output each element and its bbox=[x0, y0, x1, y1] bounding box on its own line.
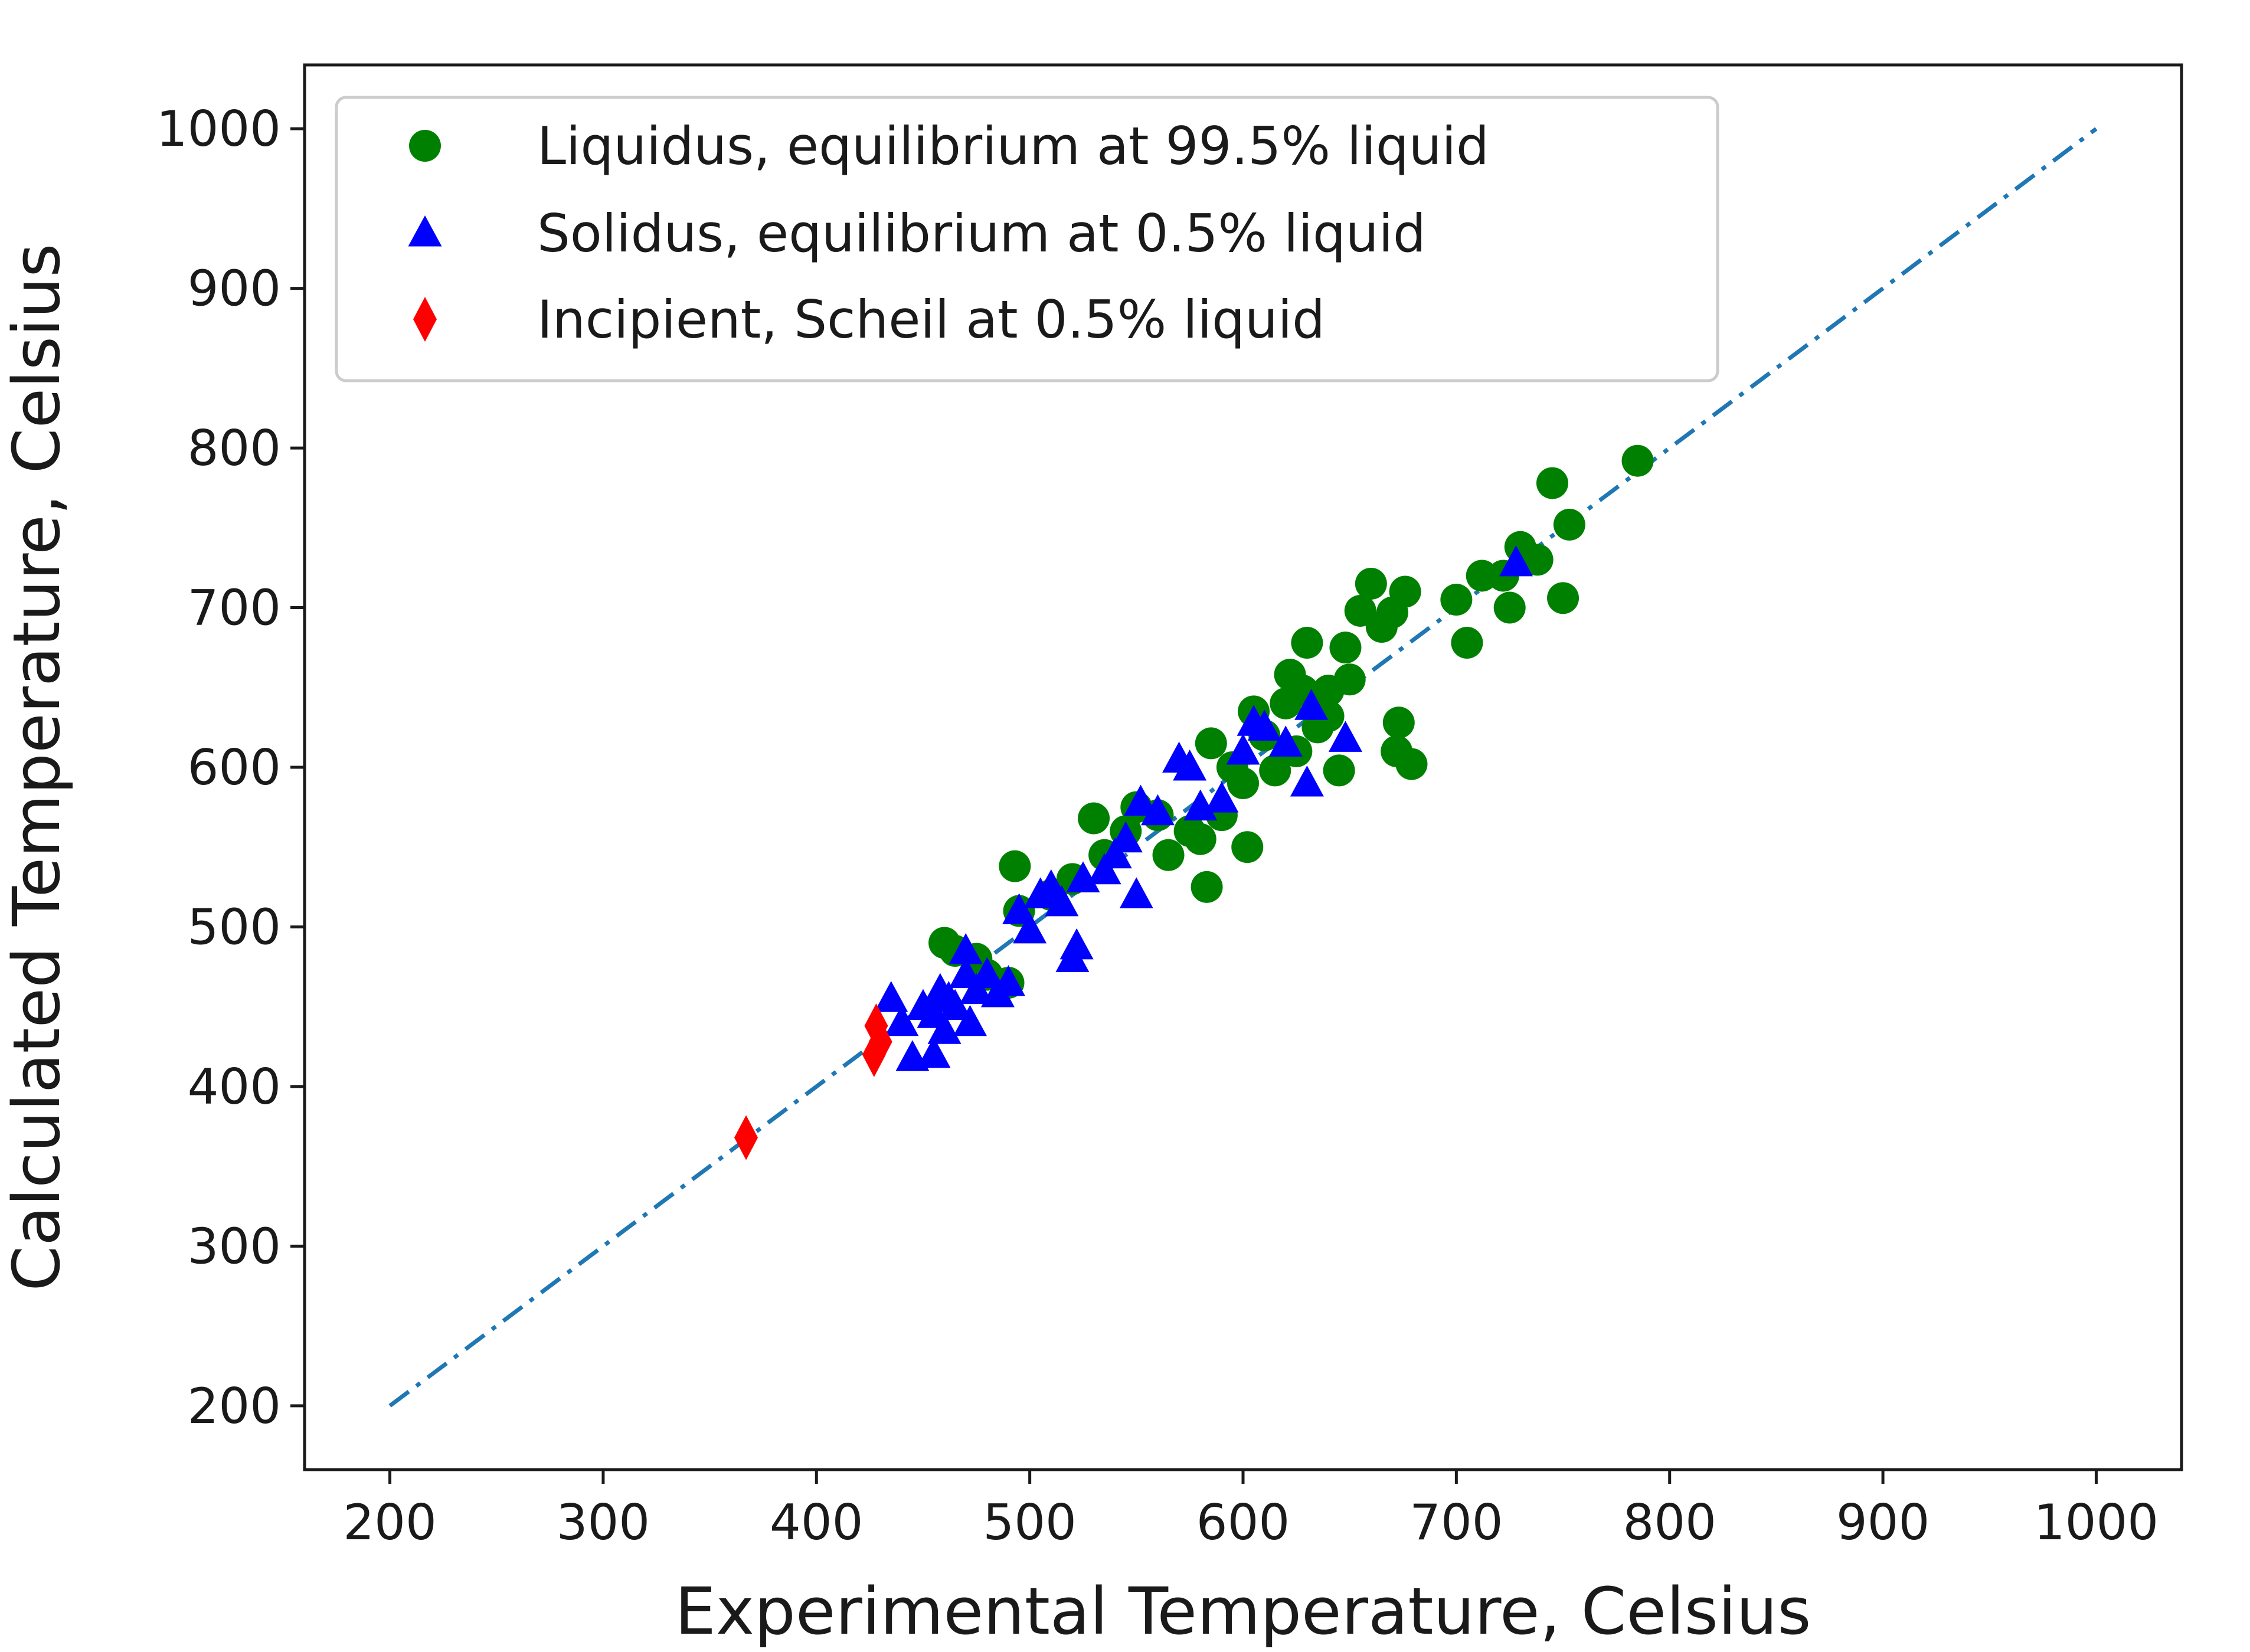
incipient-point bbox=[868, 1019, 892, 1065]
x-tick-label: 600 bbox=[1196, 1494, 1290, 1551]
legend-marker-triangle-icon bbox=[408, 215, 442, 247]
x-axis: 200 300 400 500 600 700 800 900 1000 bbox=[343, 1470, 2159, 1551]
x-tick-label: 300 bbox=[557, 1494, 650, 1551]
solidus-point bbox=[949, 957, 983, 989]
legend-marker-circle-icon bbox=[409, 130, 441, 162]
liquidus-point bbox=[1621, 444, 1654, 477]
x-tick-label: 800 bbox=[1623, 1494, 1716, 1551]
solidus-point bbox=[1205, 781, 1239, 813]
liquidus-point bbox=[1355, 567, 1387, 600]
y-tick-label: 1000 bbox=[156, 100, 281, 158]
legend-label-incipient: Incipient, Scheil at 0.5% liquid bbox=[537, 289, 1325, 350]
solidus-point bbox=[1499, 545, 1533, 577]
solidus-point bbox=[1013, 912, 1047, 944]
x-axis-title: Experimental Temperature, Celsius bbox=[675, 1574, 1811, 1649]
liquidus-point bbox=[1395, 748, 1428, 780]
liquidus-point bbox=[1312, 675, 1345, 707]
solidus-point bbox=[927, 1013, 962, 1044]
data-points bbox=[734, 444, 1654, 1160]
liquidus-point bbox=[1259, 754, 1291, 787]
solidus-point bbox=[1226, 733, 1260, 765]
liquidus-point bbox=[1382, 706, 1415, 739]
y-axis: 200 300 400 500 600 700 800 900 1000 bbox=[156, 100, 305, 1435]
solidus-point bbox=[992, 965, 1025, 996]
solidus-point bbox=[1108, 821, 1143, 853]
x-tick-label: 400 bbox=[770, 1494, 863, 1551]
y-tick-label: 900 bbox=[188, 260, 281, 318]
y-tick-label: 700 bbox=[188, 580, 281, 637]
y-axis-title: Calculated Temperature, Celsius bbox=[0, 243, 74, 1291]
solidus-point bbox=[1247, 709, 1281, 741]
liquidus-point bbox=[1184, 823, 1216, 855]
legend: Liquidus, equilibrium at 99.5% liquid So… bbox=[335, 96, 1719, 382]
y-tick-label: 400 bbox=[188, 1058, 281, 1115]
liquidus-point bbox=[1451, 627, 1483, 659]
solidus-point bbox=[1294, 689, 1329, 720]
y-tick-label: 600 bbox=[188, 739, 281, 796]
incipient-point bbox=[734, 1115, 758, 1160]
solidus-point bbox=[938, 989, 972, 1020]
liquidus-point bbox=[1389, 575, 1421, 608]
solidus-point bbox=[1087, 853, 1121, 885]
x-tick-label: 500 bbox=[983, 1494, 1076, 1551]
solidus-point bbox=[1124, 784, 1158, 816]
liquidus-point bbox=[1329, 632, 1362, 664]
liquidus-point bbox=[1078, 802, 1110, 835]
solidus-point bbox=[917, 997, 951, 1028]
liquidus-point bbox=[1195, 727, 1227, 760]
liquidus-point bbox=[999, 850, 1031, 882]
solidus-point bbox=[970, 957, 1004, 989]
solidus-point bbox=[885, 1005, 919, 1036]
solidus-point bbox=[1066, 861, 1100, 892]
solidus-point bbox=[1328, 721, 1362, 752]
solidus-point bbox=[874, 981, 908, 1012]
solidus-point bbox=[1119, 877, 1153, 908]
liquidus-point bbox=[1291, 627, 1323, 659]
liquidus-point bbox=[1521, 544, 1554, 576]
liquidus-point bbox=[1231, 831, 1264, 863]
solidus-point bbox=[1183, 789, 1218, 821]
y-tick-label: 500 bbox=[188, 898, 281, 956]
solidus-point bbox=[949, 933, 983, 964]
solidus-point bbox=[1268, 725, 1303, 757]
y-tick-label: 200 bbox=[188, 1378, 281, 1435]
solidus-point bbox=[1002, 893, 1036, 924]
legend-label-solidus: Solidus, equilibrium at 0.5% liquid bbox=[537, 203, 1426, 264]
legend-label-liquidus: Liquidus, equilibrium at 99.5% liquid bbox=[537, 116, 1489, 176]
x-tick-label: 900 bbox=[1836, 1494, 1929, 1551]
x-tick-label: 200 bbox=[343, 1494, 436, 1551]
solidus-point bbox=[959, 973, 993, 1005]
legend-box bbox=[335, 96, 1719, 382]
solidus-point bbox=[1173, 750, 1207, 781]
solidus-point bbox=[1290, 766, 1324, 797]
solidus-point bbox=[1140, 794, 1175, 826]
liquidus-point bbox=[1493, 591, 1526, 624]
liquidus-point bbox=[1536, 467, 1568, 499]
liquidus-point bbox=[1440, 584, 1473, 616]
liquidus-point bbox=[1152, 839, 1185, 871]
solidus-point bbox=[1059, 928, 1094, 960]
solidus-point bbox=[917, 1036, 951, 1068]
y-tick-label: 800 bbox=[188, 420, 281, 477]
liquidus-point bbox=[1553, 508, 1585, 541]
y-tick-label: 300 bbox=[188, 1218, 281, 1275]
solidus-point bbox=[953, 1005, 987, 1036]
liquidus-point bbox=[1547, 582, 1579, 614]
x-tick-label: 1000 bbox=[2034, 1494, 2159, 1551]
liquidus-point bbox=[1227, 767, 1259, 800]
x-tick-label: 700 bbox=[1409, 1494, 1503, 1551]
legend-marker-diamond-icon bbox=[413, 297, 437, 342]
solidus-point bbox=[1045, 885, 1079, 917]
liquidus-point bbox=[1191, 871, 1223, 903]
solidus-point bbox=[1098, 837, 1132, 869]
liquidus-point bbox=[1323, 754, 1355, 787]
